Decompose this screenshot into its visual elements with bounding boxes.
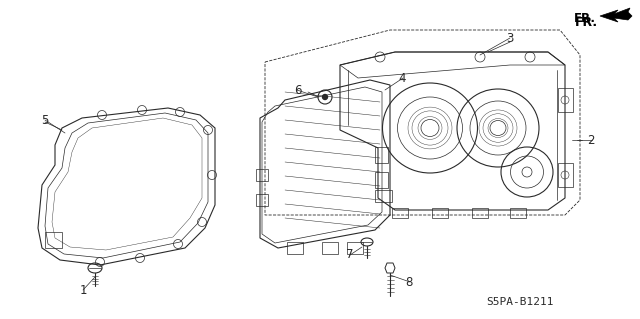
Text: S5PA-B1211: S5PA-B1211 bbox=[486, 297, 554, 307]
Text: 5: 5 bbox=[42, 114, 49, 127]
Text: 1: 1 bbox=[79, 284, 87, 296]
Text: 4: 4 bbox=[398, 71, 406, 85]
Polygon shape bbox=[600, 8, 632, 22]
Text: FR.: FR. bbox=[574, 12, 596, 26]
Text: 6: 6 bbox=[294, 84, 302, 97]
Text: 8: 8 bbox=[405, 276, 412, 288]
Text: 2: 2 bbox=[587, 133, 595, 146]
Circle shape bbox=[323, 94, 328, 100]
Text: 3: 3 bbox=[506, 32, 514, 44]
Text: 7: 7 bbox=[346, 249, 354, 262]
Text: FR.: FR. bbox=[575, 16, 598, 28]
